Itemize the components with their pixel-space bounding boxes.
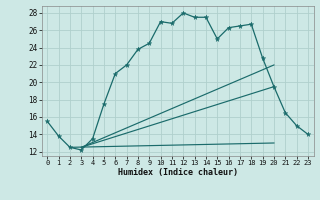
X-axis label: Humidex (Indice chaleur): Humidex (Indice chaleur) <box>118 168 237 177</box>
